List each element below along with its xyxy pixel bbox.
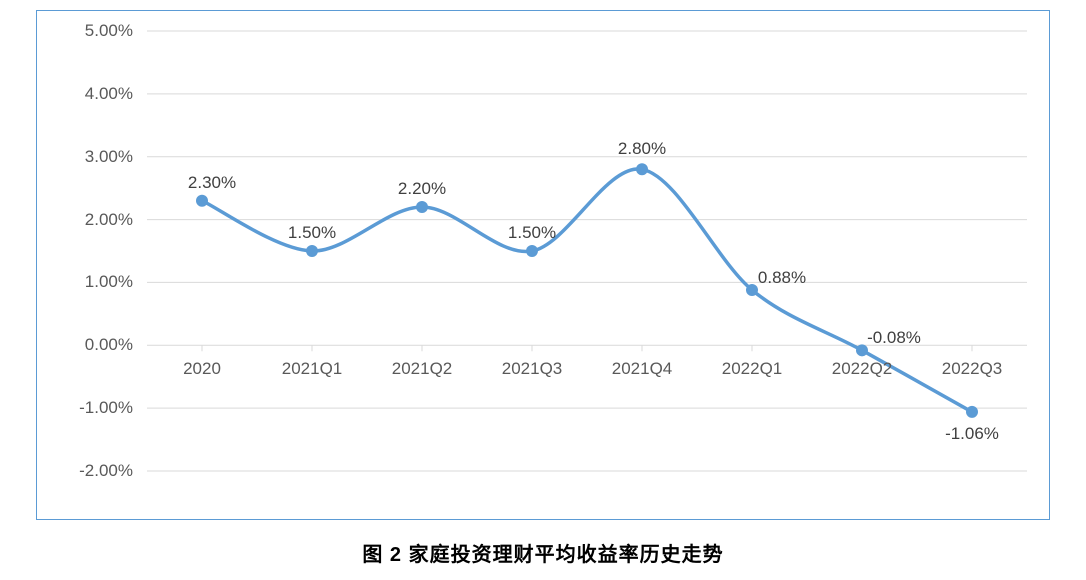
data-point-label: -1.06%: [945, 424, 999, 444]
plot-area: -2.00%-1.00%0.00%1.00%2.00%3.00%4.00%5.0…: [147, 31, 1027, 471]
x-tick-label: 2022Q3: [942, 359, 1003, 379]
y-tick-label: 5.00%: [85, 21, 133, 41]
figure-caption: 图 2 家庭投资理财平均收益率历史走势: [36, 538, 1050, 567]
data-point-label: 2.80%: [618, 139, 666, 159]
data-point-label: 1.50%: [288, 223, 336, 243]
y-tick-label: 3.00%: [85, 147, 133, 167]
x-tick-label: 2020: [183, 359, 221, 379]
y-tick-label: -2.00%: [79, 461, 133, 481]
data-point-label: 1.50%: [508, 223, 556, 243]
page: -2.00% -1.00% 0.00% 1.00% 2.00% 3.00% 4.00% 5.0…: [0, 0, 1086, 580]
data-point-label: 2.30%: [188, 173, 236, 193]
data-point-label: 2.20%: [398, 179, 446, 199]
y-tick-label: -1.00%: [79, 398, 133, 418]
x-tick-label: 2021Q4: [612, 359, 673, 379]
data-point-label: 0.88%: [758, 268, 806, 288]
x-tick-label: 2022Q1: [722, 359, 783, 379]
x-tick-label: 2021Q1: [282, 359, 343, 379]
y-tick-label: 1.00%: [85, 272, 133, 292]
y-tick-label: 4.00%: [85, 84, 133, 104]
x-tick-label: 2022Q2: [832, 359, 893, 379]
y-tick-label: 2.00%: [85, 210, 133, 230]
chart-frame: -2.00% -1.00% 0.00% 1.00% 2.00% 3.00% 4.00% 5.0…: [36, 10, 1050, 520]
data-point-label: -0.08%: [867, 328, 921, 348]
y-tick-label: 0.00%: [85, 335, 133, 355]
x-tick-label: 2021Q2: [392, 359, 453, 379]
x-tick-label: 2021Q3: [502, 359, 563, 379]
chart-svg: [147, 31, 1027, 471]
